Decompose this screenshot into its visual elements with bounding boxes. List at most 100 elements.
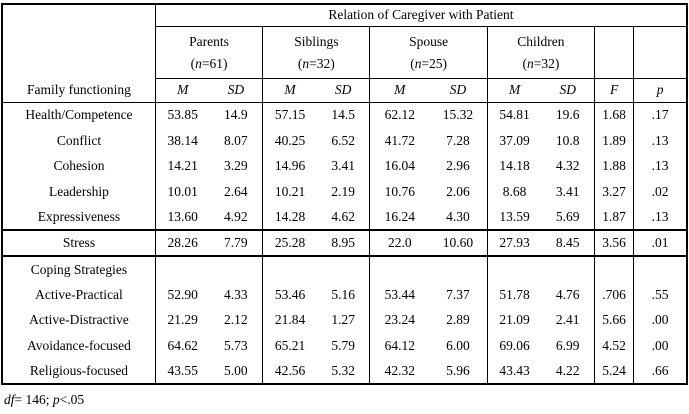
table-title: Relation of Caregiver with Patient <box>155 4 687 27</box>
f-column-spacer <box>594 26 635 79</box>
children-m: 69.06 <box>499 337 530 353</box>
parents-sd: 8.07 <box>209 127 264 154</box>
spouse-m: 16.04 <box>384 158 415 174</box>
parents-m <box>155 256 209 282</box>
row-label: Active-Distractive <box>2 307 156 333</box>
group-name: Siblings <box>294 34 339 49</box>
spouse-m: 23.24 <box>384 312 415 328</box>
group-header-parents: Parents (n=61) <box>155 26 264 79</box>
spouse-m: 22.0 <box>369 228 430 257</box>
group-header-siblings: Siblings (n=32) <box>262 26 371 79</box>
siblings-sd: 5.79 <box>316 332 371 359</box>
siblings-m: 10.21 <box>274 183 306 199</box>
siblings-m: 42.56 <box>274 362 306 378</box>
group-n: (n=25) <box>410 56 448 71</box>
siblings-m <box>263 256 317 282</box>
f-value: 1.89 <box>594 127 635 154</box>
spouse-m: 41.72 <box>384 132 415 148</box>
f-value: 1.68 <box>594 102 635 128</box>
siblings-m: 53.46 <box>274 286 306 302</box>
row-label: Cohesion <box>2 153 156 179</box>
siblings-m: 25.28 <box>262 228 317 257</box>
children-m: 8.68 <box>502 183 527 199</box>
children-sd: 4.32 <box>541 153 596 179</box>
parents-m: 10.01 <box>167 183 198 199</box>
group-name: Children <box>517 34 565 49</box>
siblings-m: 14.96 <box>274 158 306 174</box>
children-m: 21.09 <box>499 312 530 328</box>
children-m <box>487 256 541 282</box>
p-value: .17 <box>651 107 669 123</box>
f-value <box>594 255 635 282</box>
parents-sd: 5.00 <box>209 358 264 384</box>
group-header-row: Parents (n=61) Siblings (n=32) Spouse (n… <box>2 26 687 79</box>
table-row: Cohesion 14.21 3.29 14.96 3.41 16.04 2.9… <box>2 153 687 179</box>
spouse-m: 62.12 <box>384 107 415 123</box>
spouse-sd: 15.32 <box>429 102 488 128</box>
spouse-sd-header: SD <box>429 78 488 103</box>
stat-header-row: M SD M SD M SD M SD F p <box>2 78 687 103</box>
f-value: 3.56 <box>594 228 635 257</box>
children-m-header: M <box>487 78 542 103</box>
parents-sd: 2.12 <box>209 307 264 333</box>
spouse-sd: 2.06 <box>429 178 488 205</box>
siblings-sd: 4.62 <box>316 204 371 230</box>
siblings-m: 21.84 <box>274 312 306 328</box>
spouse-m-header: M <box>369 78 430 103</box>
spouse-sd <box>429 255 488 282</box>
children-sd: 10.8 <box>541 127 596 154</box>
children-sd: 5.69 <box>541 204 596 230</box>
parents-sd: 14.9 <box>209 102 264 128</box>
table-row: Conflict 38.14 8.07 40.25 6.52 41.72 7.2… <box>2 127 687 154</box>
children-m: 51.78 <box>499 286 530 302</box>
parents-sd: 4.33 <box>209 281 264 308</box>
siblings-sd: 6.52 <box>316 127 371 154</box>
f-value: 5.24 <box>594 358 635 384</box>
table-row-stress: Stress 28.26 7.79 25.28 8.95 22.0 10.60 … <box>2 228 687 257</box>
siblings-sd: 2.19 <box>316 178 371 205</box>
children-sd: 4.22 <box>541 358 596 384</box>
f-value: 3.27 <box>594 178 635 205</box>
spouse-sd: 6.00 <box>429 332 488 359</box>
spouse-m: 64.12 <box>384 337 415 353</box>
parents-m: 52.90 <box>167 286 198 302</box>
children-m: 37.09 <box>499 132 530 148</box>
children-sd <box>541 255 596 282</box>
row-label: Conflict <box>2 127 156 154</box>
parents-m: 13.60 <box>167 208 198 224</box>
children-m: 54.81 <box>499 107 530 123</box>
row-label: Stress <box>2 228 156 257</box>
parents-sd: 7.79 <box>209 228 264 257</box>
children-sd: 19.6 <box>541 102 596 128</box>
row-label: Leadership <box>2 178 156 205</box>
p-value: .13 <box>651 208 669 224</box>
f-value: 1.88 <box>594 153 635 179</box>
spouse-m: 53.44 <box>384 286 415 302</box>
parents-m: 28.26 <box>155 228 210 257</box>
p-value <box>634 256 687 282</box>
spouse-sd: 10.60 <box>429 228 488 257</box>
spouse-sd: 4.30 <box>429 204 488 230</box>
parents-m: 43.55 <box>167 362 198 378</box>
p-value: .02 <box>651 183 669 199</box>
siblings-sd: 3.41 <box>316 153 371 179</box>
siblings-sd: 5.32 <box>316 358 371 384</box>
spouse-sd: 2.96 <box>429 153 488 179</box>
children-sd-header: SD <box>541 78 596 103</box>
siblings-m: 57.15 <box>274 107 306 123</box>
p-column-spacer <box>633 26 687 79</box>
title-row: Family functioning Relation of Caregiver… <box>2 4 687 103</box>
p-value: .00 <box>651 312 669 328</box>
siblings-m: 40.25 <box>274 132 306 148</box>
p-value: .01 <box>633 228 687 257</box>
group-header-spouse: Spouse (n=25) <box>369 26 488 79</box>
p-header: p <box>633 78 687 103</box>
children-m: 43.43 <box>499 362 530 378</box>
group-name: Parents <box>189 34 229 49</box>
f-value: 4.52 <box>594 332 635 359</box>
children-sd: 3.41 <box>541 178 596 205</box>
spouse-m <box>370 256 429 282</box>
siblings-m-header: M <box>262 78 317 103</box>
row-label: Expressiveness <box>2 204 156 230</box>
